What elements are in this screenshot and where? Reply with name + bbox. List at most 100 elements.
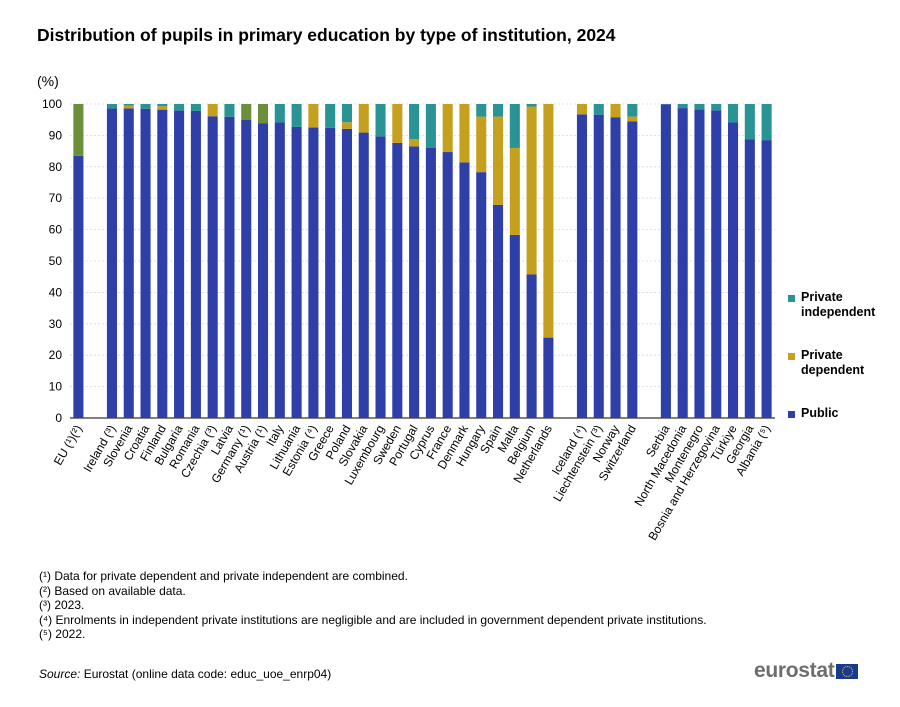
bar-segment	[123, 105, 134, 109]
bar-segment	[425, 147, 436, 418]
legend-item-private-dependent: Private dependent	[788, 348, 893, 378]
bar-segment	[728, 104, 739, 123]
bar-segment	[241, 120, 252, 418]
bar-segment	[476, 116, 487, 173]
bar-segment	[509, 104, 520, 148]
bar-segment	[174, 110, 185, 419]
bar-segment	[291, 104, 302, 127]
y-tick-label: 50	[49, 254, 63, 268]
bar-segment	[409, 104, 420, 140]
y-tick-label: 100	[42, 97, 62, 111]
bar-segment	[711, 110, 722, 418]
bar-segment	[291, 126, 302, 418]
bar-segment	[576, 104, 587, 115]
bar-segment	[308, 104, 319, 128]
bar-segment	[610, 117, 621, 418]
bar-segment	[106, 108, 117, 419]
bar-segment	[493, 104, 504, 117]
bar-segment	[258, 123, 269, 419]
bar-segment	[140, 108, 151, 419]
bar-segment	[442, 152, 453, 419]
bar-segment	[761, 104, 772, 141]
bar-segment	[543, 337, 554, 418]
bar-segment	[476, 172, 487, 418]
bar-segment	[106, 104, 117, 109]
bar-segment	[207, 116, 218, 418]
bar-segment	[190, 110, 201, 419]
footnote: (⁵) 2022.	[39, 627, 86, 642]
y-tick-label: 20	[49, 348, 63, 362]
bar-segment	[627, 116, 638, 122]
source-label: Source:	[39, 667, 81, 681]
bar-segment	[694, 104, 705, 110]
bar-segment	[459, 162, 470, 418]
bar-segment	[157, 106, 168, 110]
y-tick-label: 60	[49, 223, 63, 237]
bar-segment	[711, 104, 722, 111]
bar-segment	[392, 104, 403, 143]
source-text: Eurostat (online data code: educ_uoe_enr…	[83, 667, 332, 681]
chart-title: Distribution of pupils in primary educat…	[37, 25, 616, 45]
bar-segment	[375, 104, 386, 137]
footnote: (²) Based on available data.	[39, 583, 186, 598]
bar-segment	[761, 140, 772, 419]
bar-segment	[274, 104, 285, 123]
bar-segment	[543, 104, 554, 338]
bar-segment	[728, 122, 739, 418]
bar-segment	[73, 104, 84, 156]
bar-segment	[593, 114, 604, 419]
bar-segment	[493, 204, 504, 418]
eu-flag-icon	[836, 663, 859, 679]
y-tick-label: 40	[49, 285, 63, 299]
y-tick-label: 80	[49, 160, 63, 174]
y-tick-label: 90	[49, 128, 63, 142]
y-tick-label: 10	[49, 380, 63, 394]
chart-unit: (%)	[37, 73, 59, 89]
eurostat-logo: eurostat	[754, 659, 859, 683]
bar-segment	[274, 122, 285, 418]
legend-item-public: Public	[788, 406, 893, 421]
bar-segment	[694, 109, 705, 418]
bar-segment	[409, 139, 420, 147]
bar-segment	[207, 104, 218, 117]
bar-segment	[174, 104, 185, 111]
bar-segment	[308, 127, 319, 419]
bar-segment	[509, 147, 520, 235]
legend-label-private-dependent: Private dependent	[801, 348, 865, 377]
bar-segment	[224, 116, 235, 419]
bar-segment	[140, 104, 151, 109]
bar-segment	[610, 104, 621, 118]
bar-segment	[375, 136, 386, 419]
x-tick-label: EU (¹)(²)	[51, 423, 85, 468]
bar-segment	[576, 114, 587, 418]
bar-segment	[258, 104, 269, 124]
footnote: (³) 2023.	[39, 598, 85, 613]
bar-segment	[224, 104, 235, 117]
legend-swatch-private-dependent	[788, 353, 795, 360]
footnote: (¹) Data for private dependent and priva…	[39, 569, 408, 583]
bar-segment	[341, 104, 352, 123]
bar-segment	[157, 109, 168, 418]
bar-segment	[425, 104, 436, 148]
bar-segment	[459, 104, 470, 163]
bar-segment	[627, 104, 638, 117]
bar-segment	[476, 104, 487, 117]
bar-segment	[325, 127, 336, 418]
bar-segment	[627, 121, 638, 419]
bar-segment	[325, 104, 336, 128]
bar-segment	[660, 104, 671, 419]
legend-swatch-public	[788, 411, 795, 418]
bar-segment	[157, 104, 168, 107]
bar-segment	[744, 139, 755, 418]
bar-segment	[526, 274, 537, 418]
bar-segment	[526, 106, 537, 275]
y-tick-label: 70	[49, 191, 63, 205]
y-tick-label: 0	[55, 411, 62, 425]
legend-item-private-independent: Private independent	[788, 290, 893, 320]
bar-segment	[526, 104, 537, 107]
bar-segment	[744, 104, 755, 140]
bar-segment	[123, 104, 134, 106]
bar-segment	[493, 116, 504, 205]
logo-text: eurostat	[754, 659, 835, 682]
